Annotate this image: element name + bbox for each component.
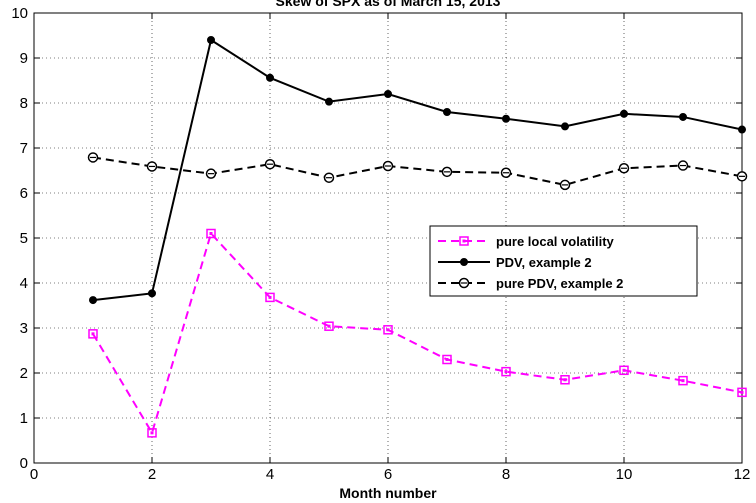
data-point xyxy=(88,329,98,339)
data-point xyxy=(443,108,451,116)
data-point xyxy=(737,387,747,398)
data-point xyxy=(384,90,392,98)
x-tick-label: 6 xyxy=(384,466,392,483)
x-tick-label: 0 xyxy=(30,466,38,483)
data-point-dot xyxy=(622,368,626,372)
series xyxy=(87,36,748,438)
data-point xyxy=(502,114,510,123)
y-tick-label: 10 xyxy=(11,5,28,22)
data-point-dot xyxy=(445,358,449,361)
chart-title: Skew of SPX as of March 15, 2013 xyxy=(276,0,501,9)
data-point xyxy=(560,375,570,385)
data-point-dot xyxy=(150,431,154,435)
data-point xyxy=(265,292,275,303)
data-point xyxy=(678,375,688,386)
y-tick-label: 5 xyxy=(20,230,28,247)
data-point-dot xyxy=(504,370,508,374)
data-point-dot xyxy=(327,324,331,328)
data-point-dot xyxy=(386,328,390,332)
data-point xyxy=(148,289,156,298)
y-tick-label: 9 xyxy=(20,50,28,67)
data-point xyxy=(383,325,393,335)
legend-label: pure local volatility xyxy=(496,234,615,249)
data-point xyxy=(619,365,629,376)
data-point xyxy=(325,97,333,106)
y-tick-label: 1 xyxy=(20,410,28,427)
y-tick-label: 8 xyxy=(20,95,28,112)
legend-marker xyxy=(459,236,469,246)
legend-label: pure PDV, example 2 xyxy=(496,276,623,291)
legend-entry: pure local volatility xyxy=(438,234,615,249)
legend: pure local volatility PDV, example 2 pure … xyxy=(429,225,698,297)
series-2 xyxy=(89,36,746,305)
series-line xyxy=(92,231,743,436)
data-point xyxy=(324,321,334,331)
x-tick-label: 2 xyxy=(148,466,156,483)
data-point xyxy=(442,354,452,365)
legend-entry: PDV, example 2 xyxy=(438,255,592,270)
x-tick-label: 10 xyxy=(616,466,633,483)
data-point xyxy=(207,36,215,44)
x-axis-title: Month number xyxy=(339,485,437,501)
series-1 xyxy=(88,228,747,438)
y-tick-label: 2 xyxy=(20,365,28,382)
data-point xyxy=(89,296,97,305)
data-point xyxy=(206,228,216,239)
y-tick-label: 7 xyxy=(20,140,28,157)
data-point xyxy=(561,122,569,131)
legend-marker xyxy=(460,258,468,266)
series-line xyxy=(92,156,743,186)
data-point-dot xyxy=(91,332,95,336)
legend-label: PDV, example 2 xyxy=(496,255,592,270)
y-tick-label: 0 xyxy=(20,455,28,472)
x-tick-label: 12 xyxy=(734,466,751,483)
legend-entry: pure PDV, example 2 xyxy=(438,276,623,291)
y-tick-label: 6 xyxy=(20,185,28,202)
data-point xyxy=(620,109,628,118)
data-point xyxy=(266,73,274,82)
data-point-dot xyxy=(268,295,272,299)
data-point-dot xyxy=(681,379,685,383)
data-point-dot xyxy=(209,232,213,235)
y-tick-label: 4 xyxy=(20,275,28,292)
x-tick-label: 4 xyxy=(266,466,274,483)
series-3 xyxy=(87,152,748,191)
data-point-dot xyxy=(563,378,567,382)
series-line xyxy=(92,38,743,302)
x-tick-label: 8 xyxy=(502,466,510,483)
data-point xyxy=(501,366,511,377)
legend-marker-dot xyxy=(462,239,466,243)
data-point xyxy=(147,428,157,438)
y-tick-label: 3 xyxy=(20,320,28,337)
data-point-dot xyxy=(740,390,744,394)
data-point xyxy=(679,112,687,121)
data-point xyxy=(738,125,746,134)
